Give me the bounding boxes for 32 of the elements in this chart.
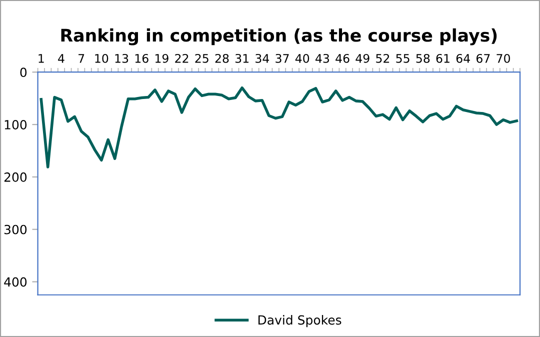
x-tick-label: 43	[316, 54, 330, 63]
chart-title: Ranking in competition (as the course plays)	[61, 28, 497, 46]
x-tick-label: 22	[175, 54, 188, 63]
x-tick-label: 58	[416, 54, 430, 63]
x-tick-label: 7	[78, 54, 84, 63]
x-tick-label: 4	[58, 54, 64, 63]
y-tick-label: 300	[4, 224, 27, 234]
x-tick-label: 37	[276, 54, 289, 63]
x-tick-label: 16	[135, 54, 148, 63]
y-tick-label: 400	[4, 277, 27, 287]
x-tick-label: 25	[195, 54, 208, 63]
x-tick-label: 10	[95, 54, 108, 63]
line-series	[40, 86, 518, 168]
y-tick-label: 200	[4, 172, 27, 182]
x-tick-label: 31	[235, 54, 248, 63]
x-tick-label: 55	[396, 54, 410, 63]
x-tick-label: 19	[155, 54, 168, 63]
y-tick-label: 100	[4, 120, 27, 130]
x-tick-label: 40	[295, 54, 310, 63]
x-tick-label: 34	[256, 54, 270, 63]
x-tick-label: 67	[476, 54, 490, 63]
y-tick-label: 0	[20, 68, 27, 78]
x-tick-label: 61	[436, 54, 450, 63]
x-tick-label: 49	[356, 54, 370, 63]
x-tick-label: 28	[215, 54, 229, 63]
x-tick-label: 46	[336, 54, 350, 63]
x-tick-label: 52	[376, 54, 390, 63]
x-tick-label: 70	[496, 54, 510, 63]
x-tick-label: 64	[456, 54, 470, 63]
x-tick-label: 13	[115, 54, 128, 63]
legend-label: David Spokes	[258, 315, 342, 328]
x-tick-label: 1	[38, 54, 44, 63]
